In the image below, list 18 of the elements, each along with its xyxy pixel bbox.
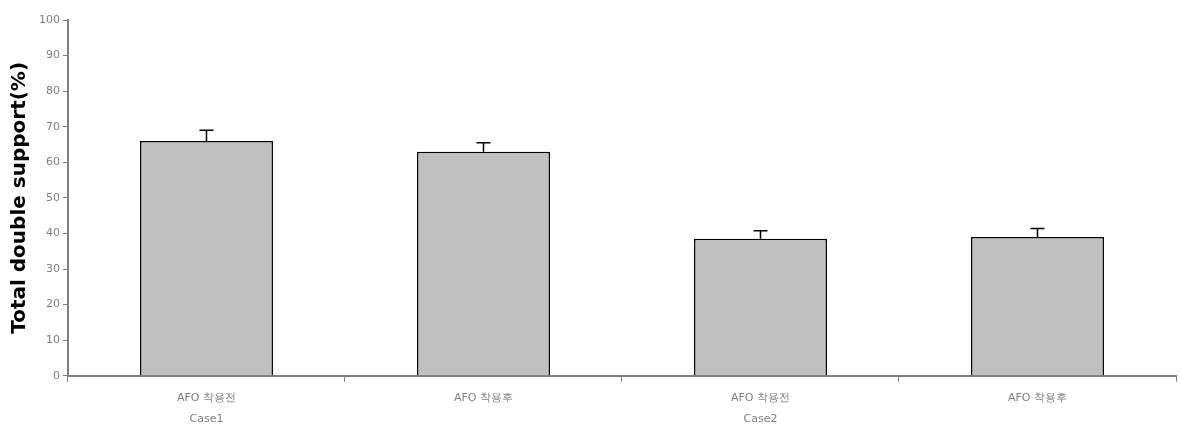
x-tick-label: AFO 착용전	[176, 391, 236, 405]
y-tick-label: 60	[46, 155, 60, 169]
x-tick-label: AFO 착용후	[1007, 391, 1068, 405]
x-tick-label: AFO 착용후	[453, 391, 514, 405]
y-axis-title: Total double support(%)	[6, 61, 31, 334]
text: Case2	[743, 412, 778, 426]
y-tick-label: 20	[46, 297, 60, 311]
x-tick-label: AFO 착용전	[730, 391, 791, 405]
y-tick-label: 70	[46, 119, 60, 133]
y-tick-label: 0	[53, 368, 60, 382]
y-tick-label: 90	[46, 48, 60, 62]
y-tick-label: 100	[39, 12, 60, 26]
y-tick-label: 40	[46, 226, 60, 240]
y-tick-label: 80	[46, 84, 60, 98]
y-tick-label: 50	[46, 190, 60, 204]
y-tick-label: 30	[46, 261, 60, 275]
y-tick-label: 10	[46, 333, 60, 347]
text: Case1	[189, 412, 224, 426]
